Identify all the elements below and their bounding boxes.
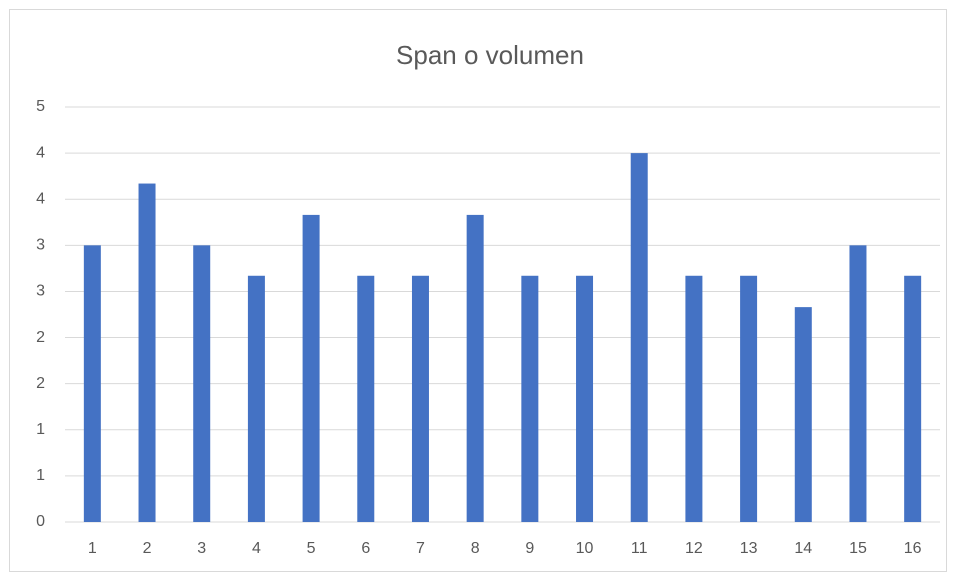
y-tick-label: 3 [36, 237, 45, 254]
x-tick-label: 9 [525, 540, 534, 557]
bar [849, 245, 867, 523]
y-tick-label: 3 [36, 283, 45, 300]
x-tick-label: 10 [576, 540, 594, 557]
bar [740, 275, 758, 522]
x-tick-label: 2 [143, 540, 152, 557]
x-tick-label: 3 [197, 540, 206, 557]
x-tick-label: 11 [631, 540, 648, 557]
y-tick-label: 4 [36, 144, 45, 161]
x-tick-label: 12 [685, 540, 703, 557]
y-tick-label: 1 [36, 467, 45, 484]
y-tick-label: 0 [36, 513, 45, 530]
bar [466, 214, 484, 522]
bar [411, 275, 429, 522]
y-tick-label: 2 [36, 329, 45, 346]
x-tick-label: 7 [416, 540, 425, 557]
x-tick-label: 4 [252, 540, 261, 557]
bar [138, 183, 156, 523]
x-tick-label: 1 [88, 540, 97, 557]
bar [521, 275, 539, 522]
bar [357, 275, 375, 522]
x-tick-label: 15 [849, 540, 867, 557]
bar [904, 275, 922, 522]
bar [83, 245, 101, 523]
y-tick-label: 1 [36, 421, 45, 438]
x-tick-label: 13 [740, 540, 758, 557]
y-tick-label: 4 [36, 190, 45, 207]
y-tick-label: 5 [36, 98, 45, 115]
x-tick-label: 16 [904, 540, 922, 557]
bar [630, 153, 648, 522]
bar [247, 275, 265, 522]
x-tick-label: 14 [794, 540, 812, 557]
x-tick-label: 6 [361, 540, 370, 557]
bar [302, 214, 320, 522]
bar [794, 307, 812, 522]
x-tick-label: 5 [307, 540, 316, 557]
x-tick-label: 8 [471, 540, 480, 557]
chart-title: Span o volumen [396, 40, 584, 70]
bar [685, 275, 703, 522]
bar [576, 275, 594, 522]
bar [193, 245, 211, 523]
y-tick-label: 2 [36, 375, 45, 392]
